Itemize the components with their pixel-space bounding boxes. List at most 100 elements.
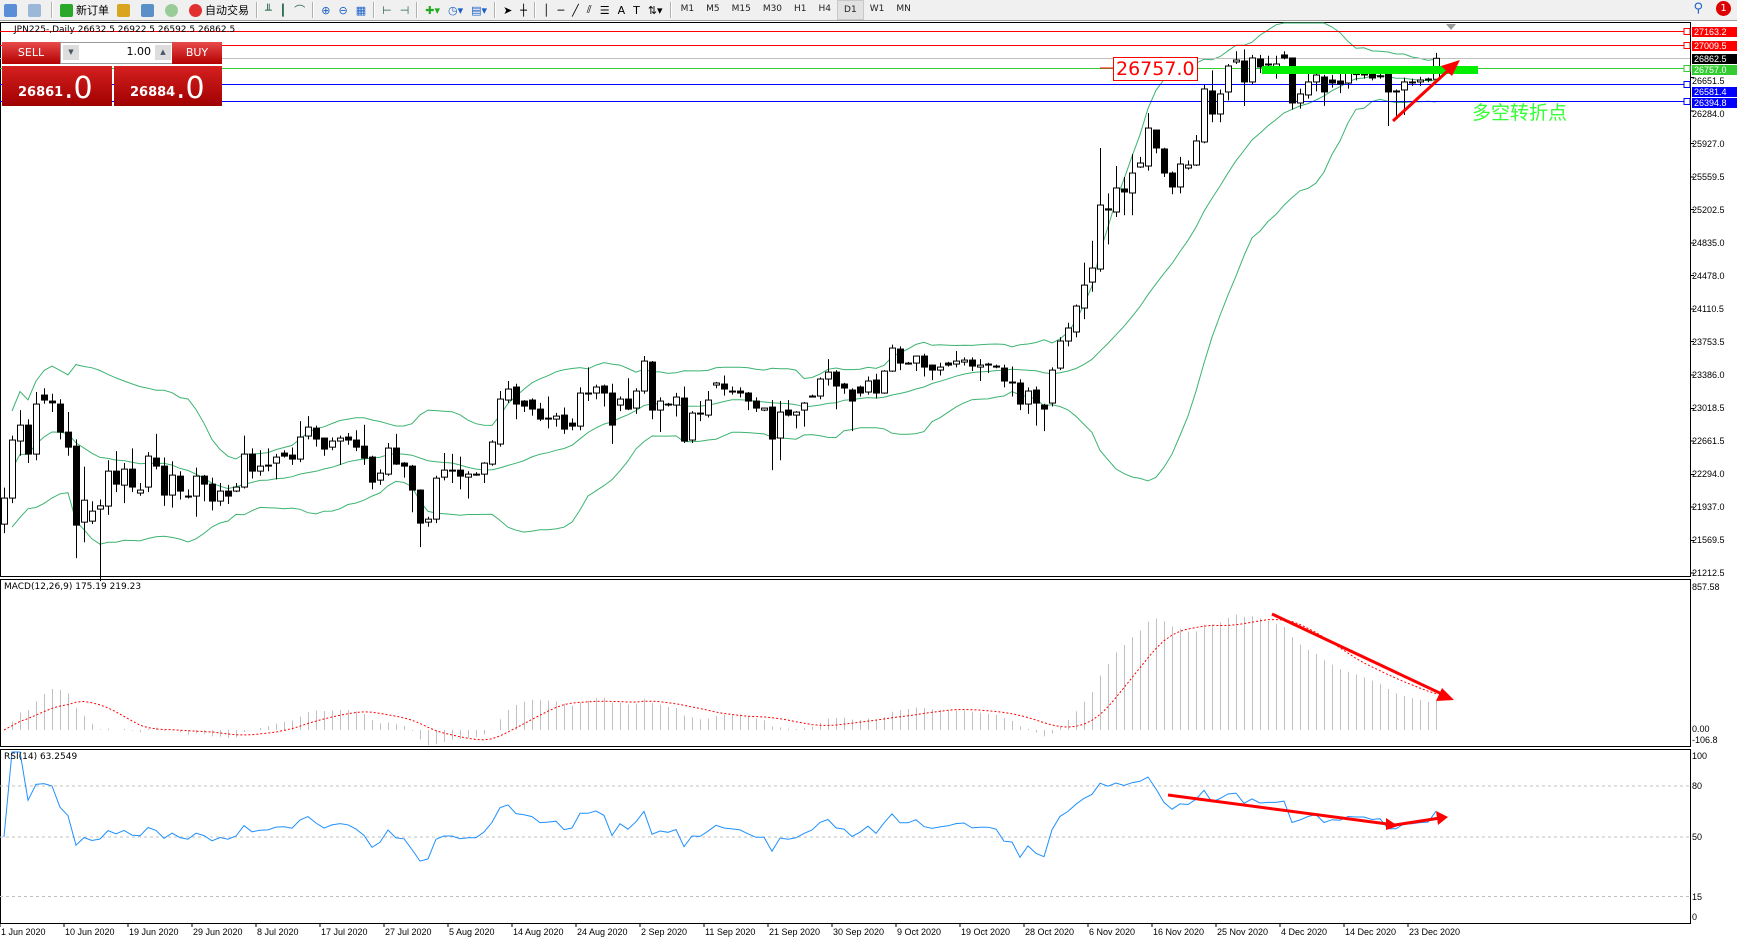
navigator-button[interactable] [137, 1, 161, 19]
candle-body [1137, 162, 1144, 168]
candle-body [1241, 60, 1248, 83]
candle [321, 437, 328, 456]
trendline-button[interactable]: ╱ [568, 1, 583, 19]
candle [641, 356, 648, 394]
label-button[interactable]: T [629, 1, 644, 19]
timeframe-h4[interactable]: H4 [818, 4, 832, 14]
turning-point-text[interactable]: 多空转折点 [1472, 102, 1568, 124]
zoom-out-button[interactable]: ⊖ [334, 1, 351, 19]
candle-body [1369, 73, 1376, 79]
candle-body [409, 465, 416, 491]
price-line-handle[interactable] [1683, 65, 1691, 72]
lot-decrease-icon[interactable]: ▼ [63, 45, 79, 60]
line-chart-button[interactable]: ⌒ [290, 1, 309, 19]
periods-button[interactable]: ◷▾ [444, 1, 467, 19]
candle-body [569, 422, 576, 427]
candle [785, 400, 792, 417]
arrows-button[interactable]: ⇅▾ [644, 1, 667, 19]
chart-shift-button[interactable]: ⊣ [396, 1, 414, 19]
lot-value[interactable]: 1.00 [126, 45, 152, 58]
candle-chart-button[interactable]: ┃ [276, 1, 291, 19]
candle [537, 402, 544, 422]
horizontal-line-button[interactable]: ─ [554, 1, 569, 19]
market-watch-button[interactable] [113, 1, 137, 19]
candle [257, 450, 264, 476]
price-line-handle[interactable] [1683, 42, 1691, 49]
price-tick-label: 23753.5 [1692, 336, 1725, 347]
candle-body [137, 489, 144, 494]
candle-body [505, 388, 512, 401]
candle [1169, 171, 1176, 195]
candle-body [761, 407, 768, 411]
cursor-button[interactable]: ➤ [499, 1, 516, 19]
candle [577, 387, 584, 431]
sell-button[interactable]: SELL [2, 42, 60, 64]
rsi-tick-label: 50 [1692, 832, 1703, 842]
tile-windows-button[interactable]: ▦ [352, 1, 370, 19]
lot-size-input[interactable]: ▼ 1.00 ▲ [60, 42, 174, 64]
candle-body [585, 392, 592, 395]
new-chart-button[interactable] [0, 1, 24, 19]
trendline-icon: ╱ [572, 3, 579, 17]
fibonacci-button[interactable]: ☰ [596, 1, 614, 19]
candle [1073, 304, 1080, 338]
candle-body [825, 371, 832, 380]
new-order-button[interactable]: 新订单 [56, 1, 113, 19]
search-icon[interactable]: ⚲ [1693, 1, 1703, 16]
lot-increase-icon[interactable]: ▲ [155, 45, 171, 60]
profiles-button[interactable] [24, 1, 48, 19]
text-button[interactable]: A [614, 1, 630, 19]
date-label: 14 Aug 2020 [513, 927, 564, 937]
candle [713, 381, 720, 389]
buy-button[interactable]: BUY [172, 42, 222, 64]
candle-body [273, 456, 280, 464]
sell-price-button[interactable]: 26861 .0 [2, 66, 112, 106]
candle-body [89, 510, 96, 522]
text-label-icon: T [633, 3, 640, 17]
chart-shift-marker-icon[interactable] [1446, 24, 1456, 30]
chart-shift-icon: ⊣ [399, 3, 410, 17]
autoscroll-button[interactable]: ⊢ [378, 1, 396, 19]
bar-chart-button[interactable]: ╨ [261, 1, 276, 19]
candle-body [753, 400, 760, 409]
candle [1385, 71, 1392, 126]
candle-body [377, 472, 384, 481]
price-line-handle[interactable] [1683, 98, 1691, 105]
candle [185, 489, 192, 499]
buy-price-button[interactable]: 26884 .0 [114, 66, 222, 106]
candle [489, 440, 496, 466]
timeframe-m15[interactable]: M15 [731, 4, 751, 14]
candle [953, 350, 960, 368]
pivot-price-label[interactable]: 26757.0 [1113, 57, 1198, 81]
signals-button[interactable] [161, 1, 185, 19]
indicators-button[interactable]: ✚▾ [421, 1, 444, 19]
timeframe-m5[interactable]: M5 [706, 4, 720, 14]
timeframe-m1[interactable]: M1 [680, 4, 695, 14]
toolbar-separator [51, 2, 53, 18]
timeframe-m30[interactable]: M30 [762, 4, 783, 14]
zoom-in-button[interactable]: ⊕ [317, 1, 334, 19]
crosshair-button[interactable]: ┼ [516, 1, 531, 19]
price-tick-label: 21937.0 [1692, 502, 1725, 512]
candle [1337, 73, 1344, 94]
auto-trade-button[interactable]: 自动交易 [185, 1, 253, 19]
templates-button[interactable]: ▤▾ [467, 1, 491, 19]
macd-tick-label: 857.58 [1692, 582, 1720, 592]
channel-button[interactable]: ⫽ [583, 1, 596, 19]
timeframe-mn[interactable]: MN [896, 4, 911, 14]
candle [705, 391, 712, 418]
candle [169, 461, 176, 508]
candle [193, 467, 200, 517]
timeframe-h1[interactable]: H1 [794, 4, 807, 14]
arrows-icon: ⇅▾ [647, 3, 663, 17]
candle [1393, 89, 1400, 116]
timeframe-w1[interactable]: W1 [869, 4, 885, 14]
notification-badge[interactable]: 1 [1716, 1, 1731, 16]
toolbar-separator [669, 2, 672, 18]
vertical-line-button[interactable]: │ [539, 1, 554, 19]
candle [961, 357, 968, 366]
price-line-handle[interactable] [1683, 28, 1691, 35]
price-line-handle[interactable] [1683, 81, 1691, 88]
timeframe-d1[interactable]: D1 [837, 0, 864, 20]
